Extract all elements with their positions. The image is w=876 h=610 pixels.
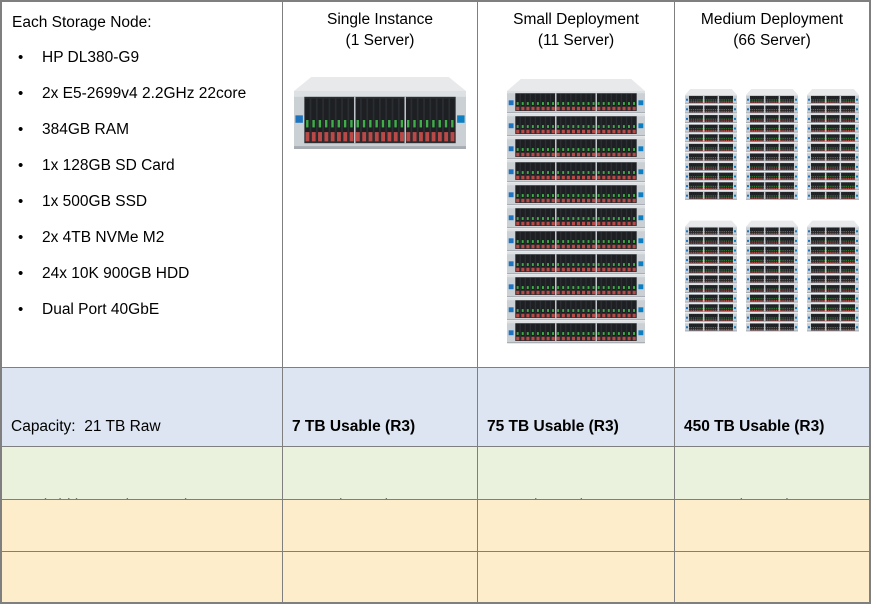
column-subtitle: (66 Server) xyxy=(733,32,811,49)
bandwidth-value: ~ 60 Gbps write throughput xyxy=(487,495,666,499)
bandwidth-cell-single: ~ 10 Gbps write throughput xyxy=(283,447,478,500)
column-header-small: Small Deployment (11 Server) xyxy=(513,2,639,51)
raw-request-value: 14000 rps xyxy=(684,548,861,551)
spec-panel-title: Each Storage Node: xyxy=(12,14,152,31)
column-header-medium: Medium Deployment (66 Server) xyxy=(701,2,843,51)
objects-value: 30 Million xyxy=(292,600,469,602)
raw-request-cell-single: 220 rps xyxy=(283,500,478,552)
column-medium-deployment: Medium Deployment (66 Server) xyxy=(675,2,869,368)
bandwidth-row-label: Bandwidth: 80 Gbps Total xyxy=(2,447,283,500)
column-title: Small Deployment xyxy=(513,11,639,28)
spec-item-model: HP DL380-G9 xyxy=(12,47,274,68)
server-rack-image-medium xyxy=(685,89,859,332)
objects-row-label: Total Objects: 100 Million xyxy=(2,552,283,602)
capacity-cell-single: 7 TB Usable (R3) 10 TB Usable (R2) xyxy=(283,368,478,447)
column-subtitle: (1 Server) xyxy=(345,32,415,49)
objects-cell-single: 30 Million xyxy=(283,552,478,602)
spec-list: HP DL380-G9 2x E5-2699v4 2.2GHz 22core 3… xyxy=(12,47,274,320)
spec-item-sdcard: 1x 128GB SD Card xyxy=(12,155,274,176)
capacity-value: 7 TB Usable (R3) xyxy=(292,418,416,435)
column-small-deployment: Small Deployment (11 Server) xyxy=(478,2,675,368)
spec-item-ram: 384GB RAM xyxy=(12,119,274,140)
column-subtitle: (11 Server) xyxy=(537,32,615,49)
objects-cell-medium: 1800 Million xyxy=(675,552,869,602)
objects-label-text: Total Objects: 100 Million xyxy=(11,600,274,602)
raw-request-cell-medium: 14000 rps xyxy=(675,500,869,552)
raw-request-label-text: Total Raw Request: 660 rps xyxy=(11,548,274,551)
raw-request-value: 220 rps xyxy=(292,548,469,551)
bandwidth-value: ~ 300 Gbps write throughput xyxy=(684,495,861,499)
column-title: Single Instance xyxy=(327,11,433,28)
server-rack-image-small xyxy=(507,79,645,344)
capacity-value: 450 TB Usable (R3) xyxy=(684,418,825,435)
column-single-instance: Single Instance (1 Server) xyxy=(283,2,478,368)
column-header-single: Single Instance (1 Server) xyxy=(327,2,433,51)
objects-value: 300 Million xyxy=(487,600,666,602)
bandwidth-value: ~ 10 Gbps write throughput xyxy=(292,495,469,499)
bandwidth-cell-small: ~ 60 Gbps write throughput xyxy=(478,447,675,500)
spec-item-ssd: 1x 500GB SSD xyxy=(12,191,274,212)
spec-item-nvme: 2x 4TB NVMe M2 xyxy=(12,227,274,248)
capacity-value: 75 TB Usable (R3) xyxy=(487,418,619,435)
spec-item-hdd: 24x 10K 900GB HDD xyxy=(12,263,274,284)
column-title: Medium Deployment xyxy=(700,11,844,28)
capacity-row-label: Capacity: 21 TB Raw xyxy=(2,368,283,447)
server-rack-image-single xyxy=(294,77,466,149)
capacity-cell-medium: 450 TB Usable (R3) 680 TB Usable (R2) 1.… xyxy=(675,368,869,447)
spec-item-cpu: 2x E5-2699v4 2.2GHz 22core xyxy=(12,83,274,104)
raw-request-row-label: Total Raw Request: 660 rps xyxy=(2,500,283,552)
capacity-cell-small: 75 TB Usable (R3) 110 TB Usable (R2) 180… xyxy=(478,368,675,447)
bandwidth-label-text: Bandwidth: 80 Gbps Total xyxy=(11,495,274,499)
storage-node-spec-panel: Each Storage Node: HP DL380-G9 2x E5-269… xyxy=(2,2,283,368)
spec-item-network: Dual Port 40GbE xyxy=(12,299,274,320)
raw-request-cell-small: 2400 rps xyxy=(478,500,675,552)
bandwidth-cell-medium: ~ 300 Gbps write throughput xyxy=(675,447,869,500)
objects-value: 1800 Million xyxy=(684,600,861,602)
objects-cell-small: 300 Million xyxy=(478,552,675,602)
raw-request-value: 2400 rps xyxy=(487,548,666,551)
capacity-label-text: Capacity: 21 TB Raw xyxy=(11,418,161,435)
